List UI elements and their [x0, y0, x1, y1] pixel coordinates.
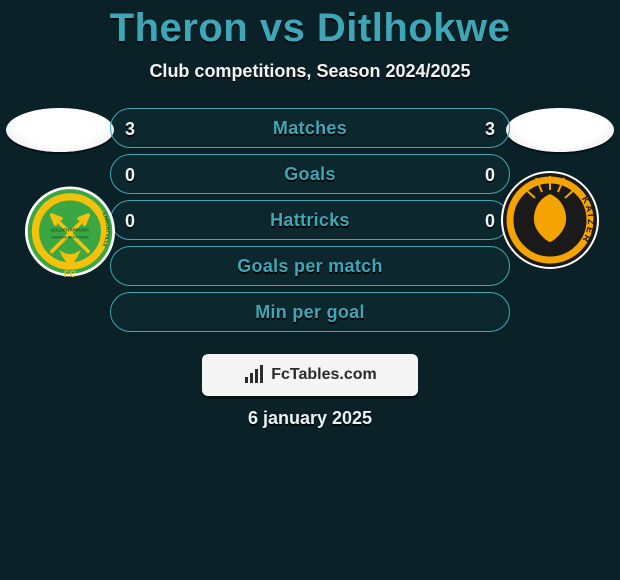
stat-row-goals-per-match: Goals per match — [110, 246, 510, 286]
club-crest-right: KAIZER CHIEFS — [500, 170, 600, 270]
stat-row-matches: 3 Matches 3 — [110, 108, 510, 148]
stat-right-value: 0 — [485, 155, 495, 195]
stat-label: Goals — [284, 164, 336, 185]
crest-left-letters: FC — [64, 269, 77, 279]
club-crest-left: LAMONTVILLE GOLDEN ARROWS ABAFANA BES'TH… — [20, 186, 120, 286]
stat-label: Goals per match — [237, 256, 383, 277]
stats-column: 3 Matches 3 0 Goals 0 0 Hattricks 0 Goal… — [110, 108, 510, 338]
player-left-slot — [0, 108, 120, 152]
player-right-slot — [500, 108, 620, 152]
stat-row-min-per-goal: Min per goal — [110, 292, 510, 332]
brand-link[interactable]: FcTables.com — [202, 354, 418, 396]
bar-chart-icon — [243, 365, 267, 385]
avatar-placeholder-icon — [506, 108, 614, 152]
date-text: 6 january 2025 — [0, 408, 620, 429]
stat-right-value: 3 — [485, 109, 495, 149]
stat-left-value: 0 — [125, 155, 135, 195]
brand-text: FcTables.com — [271, 366, 377, 384]
subtitle: Club competitions, Season 2024/2025 — [0, 61, 620, 82]
page-title: Theron vs Ditlhokwe — [0, 0, 620, 51]
stat-label: Min per goal — [255, 302, 365, 323]
avatar-placeholder-icon — [6, 108, 114, 152]
stat-left-value: 3 — [125, 109, 135, 149]
stat-row-goals: 0 Goals 0 — [110, 154, 510, 194]
stat-label: Hattricks — [270, 210, 350, 231]
stat-row-hattricks: 0 Hattricks 0 — [110, 200, 510, 240]
stat-label: Matches — [273, 118, 347, 139]
crest-left-ring-mid: GOLDEN ARROWS — [51, 227, 89, 232]
crest-left-ring-sub: ABAFANA BES'THENDE — [51, 236, 89, 240]
stat-right-value: 0 — [485, 201, 495, 241]
stat-left-value: 0 — [125, 201, 135, 241]
